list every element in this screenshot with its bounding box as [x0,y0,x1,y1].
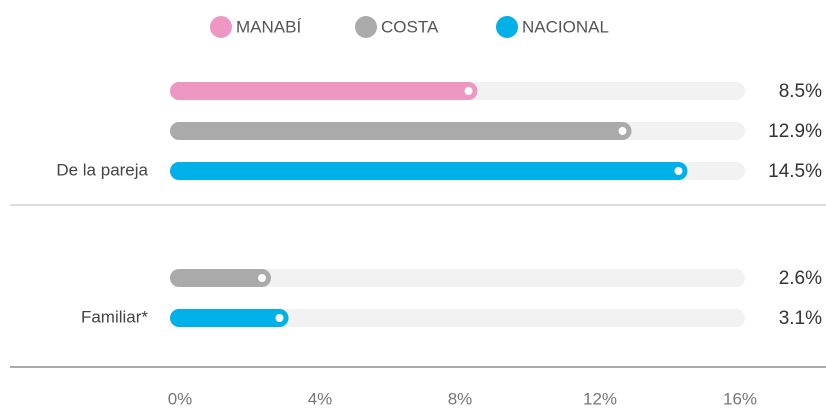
bar [170,162,688,180]
bar-dot [618,127,627,135]
bar [170,269,271,287]
bar-dot [275,314,284,322]
x-tick-label: 12% [583,389,617,408]
x-tick-label: 16% [723,389,757,408]
legend-swatch [355,16,377,38]
legend-swatch [496,16,518,38]
value-label: 14.5% [768,161,822,182]
legend-swatch [210,16,232,38]
value-label: 2.6% [779,268,822,289]
legend-label: COSTA [381,17,439,36]
bar [170,122,632,140]
x-tick-label: 8% [448,389,473,408]
bar-dot [674,167,683,175]
value-label: 8.5% [779,81,822,102]
category-label: De la pareja [56,160,148,179]
bar [170,309,289,327]
legend-label: NACIONAL [522,17,609,36]
bar-dot [258,274,266,282]
x-tick-label: 4% [308,389,333,408]
value-label: 3.1% [779,308,822,329]
bar [170,82,478,100]
bar-track [170,309,745,327]
bar-dot [464,87,473,95]
bar-track [170,269,745,287]
value-label: 12.9% [768,121,822,142]
legend-label: MANABÍ [236,17,301,36]
category-label: Familiar* [81,307,148,326]
x-tick-label: 0% [168,389,193,408]
